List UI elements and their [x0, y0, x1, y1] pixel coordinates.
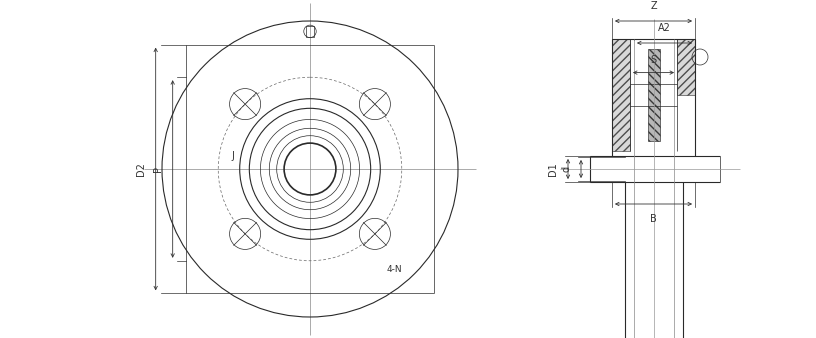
Bar [306, 26, 314, 37]
Text: S: S [650, 55, 657, 65]
Text: D1: D1 [548, 162, 558, 176]
Text: D2: D2 [135, 162, 146, 176]
Text: d: d [561, 166, 571, 172]
Bar [677, 39, 695, 95]
Text: B: B [650, 214, 657, 224]
Bar [648, 49, 660, 141]
Text: 4-N: 4-N [387, 265, 402, 274]
Text: P: P [153, 166, 162, 172]
Text: Z: Z [650, 1, 657, 11]
Text: A2: A2 [658, 23, 671, 33]
Bar [612, 39, 630, 151]
Text: J: J [232, 151, 234, 161]
